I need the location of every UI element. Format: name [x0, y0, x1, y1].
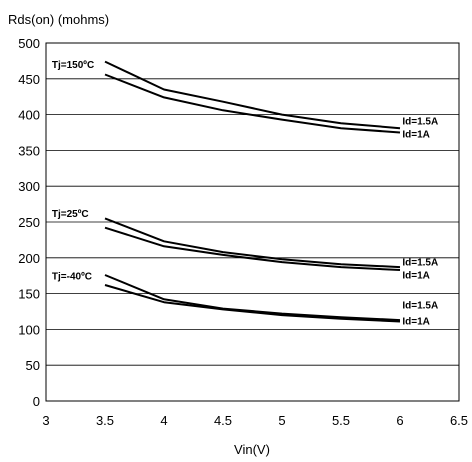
series-label: Id=1.5A: [402, 258, 438, 269]
y-tick-label: 100: [18, 322, 40, 337]
x-tick-label: 4.5: [214, 413, 232, 428]
x-tick-label: 6.5: [450, 413, 468, 428]
series-label: Id=1A: [402, 316, 430, 327]
series-line-0: [104, 60, 401, 130]
x-tick-label: 5.5: [332, 413, 350, 428]
y-tick-label: 50: [26, 358, 40, 373]
y-tick-label: 200: [18, 251, 40, 266]
series-lines: [104, 60, 401, 323]
x-tick-label: 6: [396, 413, 403, 428]
series-line-1: [104, 73, 401, 134]
annotations: Tj=150ºC Tj=25ºC Tj=-40ºC Id=1.5A Id=1A Id=1.…: [52, 60, 438, 327]
x-tick-labels: 3 3.5 4 4.5 5 5.5 6 6.5: [42, 413, 468, 428]
x-tick-label: 3: [42, 413, 49, 428]
group-label: Tj=150ºC: [52, 60, 94, 71]
series-label: Id=1A: [402, 130, 430, 141]
y-tick-label: 400: [18, 108, 40, 123]
group-label: Tj=-40ºC: [52, 271, 92, 282]
y-tick-label: 0: [33, 394, 40, 409]
y-tick-label: 150: [18, 287, 40, 302]
group-label: Tj=25ºC: [52, 209, 89, 220]
series-label: Id=1.5A: [402, 301, 438, 312]
x-axis-label: Vin(V): [234, 442, 270, 457]
y-tick-label: 250: [18, 215, 40, 230]
x-tick-label: 5: [278, 413, 285, 428]
series-line-5: [104, 284, 401, 323]
plot-frame: [45, 42, 460, 402]
series-label: Id=1.5A: [402, 117, 438, 128]
x-tick-label: 3.5: [96, 413, 114, 428]
y-axis-label: Rds(on) (mohms): [8, 12, 109, 27]
x-tick-label: 4: [160, 413, 167, 428]
y-tick-label: 350: [18, 143, 40, 158]
y-tick-label: 450: [18, 72, 40, 87]
series-label: Id=1A: [402, 271, 430, 282]
series-line-4: [104, 274, 401, 322]
series-line-3: [104, 226, 401, 271]
y-tick-label: 300: [18, 179, 40, 194]
y-tick-label: 500: [18, 36, 40, 51]
y-tick-labels: 0 50 100 150 200 250 300 350 400 450 500: [18, 36, 40, 409]
series-line-2: [104, 217, 401, 269]
